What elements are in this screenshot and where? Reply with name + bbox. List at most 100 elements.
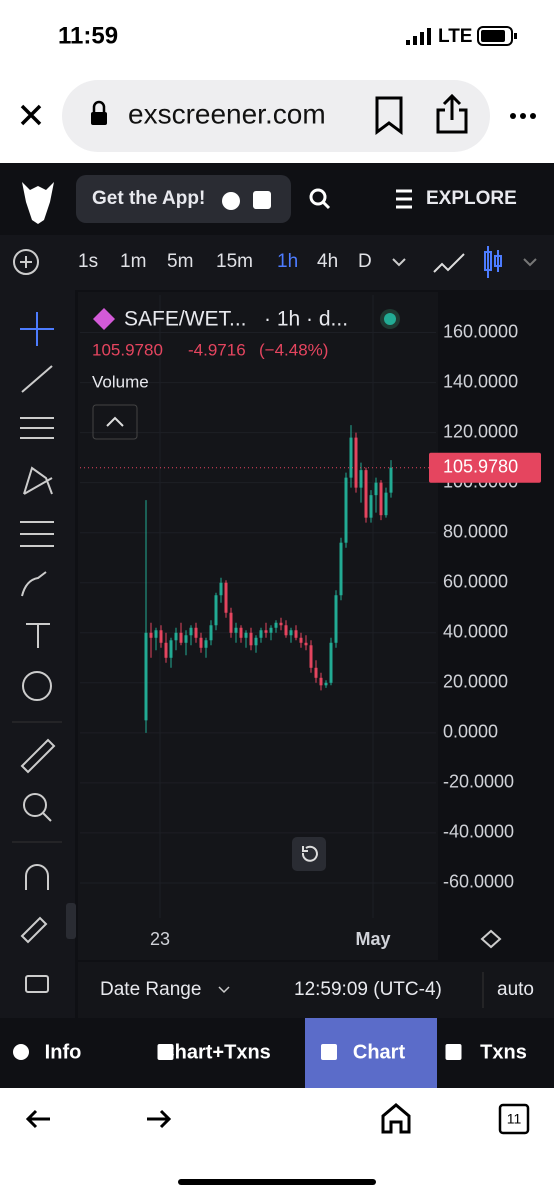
candle-body (169, 640, 173, 658)
search-button[interactable] (309, 188, 331, 210)
candle-body (264, 630, 268, 633)
chart-type-dropdown[interactable] (523, 258, 537, 267)
y-tick-label: -60.0000 (443, 872, 514, 892)
candle-body (279, 622, 283, 626)
candle-body (334, 595, 338, 643)
forward-button[interactable] (147, 1109, 172, 1129)
candle-body (214, 595, 218, 626)
reset-button[interactable] (292, 837, 326, 871)
panel-toggle[interactable] (66, 903, 76, 939)
interval[interactable]: 5m (167, 251, 193, 272)
collapse-button[interactable] (92, 404, 138, 440)
candle-body (179, 632, 183, 643)
clock: 12:59:09 (UTC-4) (294, 979, 442, 1000)
tab-icon (445, 1044, 462, 1060)
y-tick-label: 120.0000 (443, 421, 518, 441)
menu-button[interactable] (510, 113, 536, 119)
candle-body (239, 627, 243, 638)
toolbar (0, 235, 554, 290)
close-button[interactable] (20, 104, 42, 126)
get-app-label: Get the App! (92, 188, 205, 209)
home-button[interactable] (381, 1103, 411, 1134)
explore-label[interactable]: EXPLORE (426, 188, 517, 209)
candle-body (184, 635, 188, 643)
y-axis: 160.0000140.0000120.0000100.000080.00006… (429, 321, 541, 892)
candle-body (329, 642, 333, 683)
x-tick-label: 23 (150, 929, 170, 949)
share-button[interactable] (436, 93, 468, 134)
settings-button[interactable] (480, 929, 502, 949)
pair: SAFE/WET... (124, 308, 247, 331)
candle-body (349, 437, 353, 478)
candle-body (254, 637, 258, 646)
candle-body (164, 642, 168, 658)
x-tick-label: May (355, 929, 390, 949)
candle-chart-button[interactable] (484, 246, 502, 278)
candle-body (249, 632, 253, 646)
candle-body (174, 632, 178, 641)
price-change: -4.9716 (188, 340, 246, 359)
candle-body (269, 627, 273, 633)
y-tick-label: 20.0000 (443, 672, 508, 692)
y-tick-label: -20.0000 (443, 772, 514, 792)
price: 105.9780 (92, 340, 163, 359)
candle-body (344, 477, 348, 543)
tool-icons[interactable] (20, 312, 56, 993)
get-app-button[interactable] (76, 175, 291, 223)
candle-body (309, 645, 313, 668)
tab-icon (157, 1044, 174, 1060)
pair-meta: · 1h · d... (264, 308, 348, 331)
interval[interactable]: 4h (317, 251, 338, 272)
y-tick-label: 80.0000 (443, 521, 508, 541)
candle-body (274, 622, 278, 628)
line-chart-button[interactable] (433, 253, 465, 273)
y-tick-label: 140.0000 (443, 371, 518, 391)
network: LTE (438, 26, 472, 47)
add-indicator[interactable] (13, 249, 39, 275)
candle-body (354, 437, 358, 488)
candle-body (374, 482, 378, 496)
interval[interactable]: 15m (216, 251, 253, 272)
back-button[interactable] (25, 1109, 50, 1129)
date-range[interactable]: Date Range (100, 979, 201, 1000)
url: exscreener.com (128, 98, 326, 129)
tab-icon (13, 1044, 29, 1060)
interval-dropdown[interactable] (392, 258, 406, 267)
candle-body (284, 625, 288, 636)
y-tick-label: 40.0000 (443, 622, 508, 642)
candle-body (369, 495, 373, 518)
lock-icon (91, 100, 107, 125)
candle-body (299, 637, 303, 643)
status-dot (384, 313, 396, 325)
tabs-button[interactable] (498, 1103, 530, 1135)
signal (406, 28, 431, 45)
candle-body (144, 632, 148, 721)
x-axis: 23 May (150, 929, 391, 949)
logo[interactable] (22, 182, 54, 224)
candle-body (149, 632, 153, 638)
candle-body (154, 630, 158, 638)
candle-body (219, 582, 223, 596)
candle-body (199, 637, 203, 648)
scale-mode[interactable]: auto (497, 979, 534, 1000)
candle-body (244, 632, 248, 638)
tab[interactable] (110, 1018, 305, 1088)
interval[interactable]: 1h (277, 251, 298, 272)
candle-body (209, 625, 213, 641)
bookmark-button[interactable] (375, 96, 403, 135)
tool-panel (0, 290, 75, 1018)
tab-label: Info (45, 1041, 82, 1063)
y-tick-label: 60.0000 (443, 571, 508, 591)
candles (80, 425, 430, 733)
interval[interactable]: 1s (78, 251, 98, 272)
date-range-caret (218, 986, 230, 994)
candle-body (159, 630, 163, 643)
candle-body (359, 470, 363, 488)
candle-body (379, 482, 383, 516)
interval[interactable]: 1m (120, 251, 146, 272)
status-time: 11:59 (58, 22, 118, 49)
volume-label: Volume (92, 372, 149, 391)
candle-body (204, 640, 208, 648)
explore-icon (396, 189, 412, 209)
interval[interactable]: D (358, 251, 372, 272)
